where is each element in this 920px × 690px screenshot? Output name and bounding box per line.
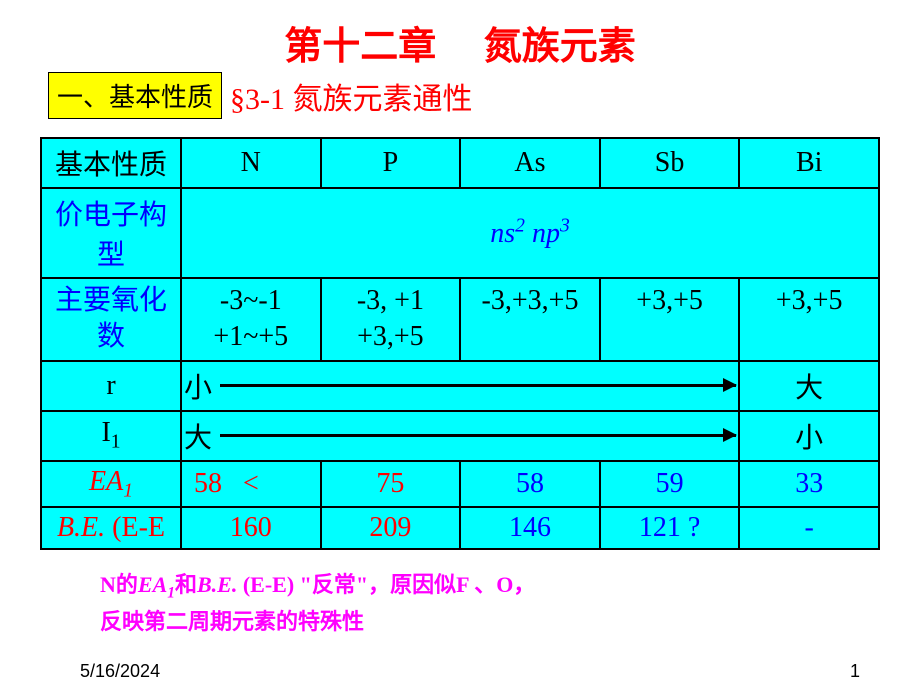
r-arrow-cell: 小 (181, 361, 739, 411)
slide-number: 1 (850, 661, 860, 682)
footer-bar: 5/16/2024 1 (0, 661, 920, 682)
ea-Sb: 59 (600, 461, 740, 508)
I-left-text: 大 (184, 416, 212, 456)
element-header: Sb (600, 138, 740, 188)
element-header: N (181, 138, 321, 188)
r-left-text: 小 (184, 366, 212, 406)
be-row: B.E. (E-E 160 209 146 121 ? - (41, 507, 879, 549)
I-right-text: 小 (739, 411, 879, 461)
arrow-icon (220, 384, 736, 387)
ox-cell-P: -3, +1 +3,+5 (321, 278, 461, 361)
header-label-cell: 基本性质 (41, 138, 181, 188)
r-label: r (41, 361, 181, 411)
valence-row: 价电子构型 ns2 np3 (41, 188, 879, 278)
table-header-row: 基本性质 N P As Sb Bi (41, 138, 879, 188)
chapter-title: 第十二章 氮族元素 (40, 15, 880, 70)
BE-label: B.E. (E-E (41, 507, 181, 549)
valence-config-cell: ns2 np3 (181, 188, 879, 278)
oxidation-row: 主要氧化数 -3~-1 +1~+5 -3, +1 +3,+5 -3,+3,+5 … (41, 278, 879, 361)
oxidation-label: 主要氧化数 (41, 278, 181, 361)
footnote: N的EA1和B.E. (E-E) "反常"，原因似F 、O， 反映第二周期元素的… (100, 568, 880, 638)
ea-N: 58 < (181, 461, 321, 508)
EA-label: EA1 (41, 461, 181, 508)
arrow-icon (220, 434, 736, 437)
I1-label: I1 (41, 411, 181, 461)
subtitle-row: 一、基本性质 §3-1 氮族元素通性 (40, 72, 880, 119)
slide: 第十二章 氮族元素 一、基本性质 §3-1 氮族元素通性 基本性质 N P As… (0, 0, 920, 690)
be-Sb: 121 ? (600, 507, 740, 549)
I-arrow-cell: 大 (181, 411, 739, 461)
element-header: As (460, 138, 600, 188)
valence-text: ns2 np3 (490, 218, 570, 249)
be-N: 160 (181, 507, 321, 549)
valence-label: 价电子构型 (41, 188, 181, 278)
ox-cell-As: -3,+3,+5 (460, 278, 600, 361)
ox-cell-N: -3~-1 +1~+5 (181, 278, 321, 361)
ea-As: 58 (460, 461, 600, 508)
ea-row: EA1 58 < 75 58 59 33 (41, 461, 879, 508)
element-header: P (321, 138, 461, 188)
element-header: Bi (739, 138, 879, 188)
be-P: 209 (321, 507, 461, 549)
radius-row: r 小 大 (41, 361, 879, 411)
ox-cell-Bi: +3,+5 (739, 278, 879, 361)
ionization-row: I1 大 小 (41, 411, 879, 461)
be-Bi: - (739, 507, 879, 549)
r-right-text: 大 (739, 361, 879, 411)
slide-date: 5/16/2024 (80, 661, 160, 682)
subtitle-box: 一、基本性质 (48, 72, 222, 119)
section-label: §3-1 氮族元素通性 (230, 74, 473, 118)
properties-table: 基本性质 N P As Sb Bi 价电子构型 ns2 np3 主要氧化数 -3… (40, 137, 880, 550)
ea-Bi: 33 (739, 461, 879, 508)
ox-cell-Sb: +3,+5 (600, 278, 740, 361)
ea-P: 75 (321, 461, 461, 508)
be-As: 146 (460, 507, 600, 549)
